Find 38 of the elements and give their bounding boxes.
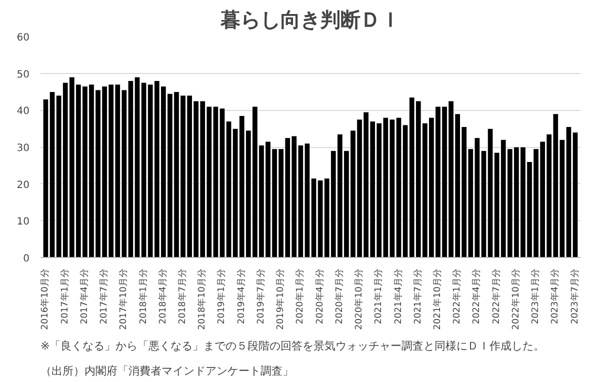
x-tick-label: 2021年7月分 [412,268,424,324]
text: ※「良くなる」から「悪くなる」までの５段階の回答を景気ウォッチャー調査と同様にＤＩ作成した。 [40,340,545,352]
x-tick-label: 2017年7月分 [98,268,110,324]
x-tick-label: 2022年10月分 [510,268,522,330]
chart-title: 暮らし向き判断ＤＩ [220,8,400,32]
x-tick-label: 2019年10月分 [275,268,286,330]
x-tick-label: 2019年4月分 [236,268,247,324]
y-tick-label: 0 [23,254,30,264]
x-tick-label: 2022年7月分 [490,268,502,324]
x-tick-label: 2021年10月分 [432,268,443,330]
x-tick-label: 2021年1月分 [373,268,384,324]
x-tick-label: 2016年10月分 [40,268,51,330]
x-tick-label: 2017年1月分 [59,268,70,324]
x-tick-label: 2023年1月分 [530,268,542,324]
x-tick-label: 2020年1月分 [294,268,306,324]
x-tick-label: 2022年4月分 [471,268,482,324]
y-tick-label: 40 [16,106,30,118]
y-tick-label: 10 [16,216,30,228]
x-tick-label: 2023年7月分 [569,268,580,324]
x-tick-label: 2017年4月分 [78,268,90,324]
x-tick-label: 2020年7月分 [334,268,345,324]
x-tick-label: 2023年4月分 [550,268,561,324]
y-tick-label: 20 [16,180,30,191]
x-tick-label: 2019年7月分 [255,268,266,324]
x-tick-label: 2018年1月分 [138,268,149,324]
x-tick-label: 2018年7月分 [177,268,188,324]
x-tick-label: 2018年10月分 [196,268,208,330]
x-tick-label: 2020年4月分 [314,268,326,324]
x-tick-label: 2021年4月分 [392,268,404,324]
x-tick-label: 2019年1月分 [216,268,228,324]
y-tick-label: 30 [16,143,30,154]
x-tick-label: 2017年10月分 [118,268,130,330]
x-tick-label: 2022年1月分 [452,268,463,324]
x-tick-label: 2018年4月分 [157,268,168,324]
text: （出所）内閣府「消費者マインドアンケート調査」 [40,364,294,378]
x-tick-label: 2020年10月分 [354,268,365,330]
y-tick-label: 50 [16,69,30,80]
y-tick-label: 60 [16,32,30,44]
